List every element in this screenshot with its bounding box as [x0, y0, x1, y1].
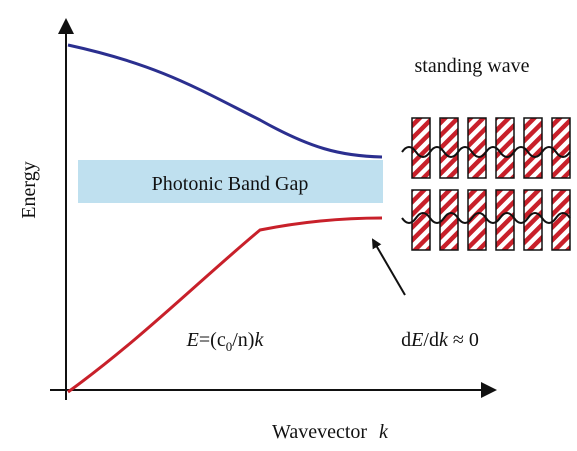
y-axis-label: Energy [18, 161, 40, 218]
slope-label: dE/dk ≈ 0 [401, 329, 479, 351]
text: E [410, 329, 423, 351]
text: k [379, 421, 389, 443]
wave [401, 212, 571, 224]
text: /n) [232, 329, 254, 351]
band-gap [78, 160, 383, 203]
lattice [411, 117, 571, 251]
text: k [254, 329, 264, 351]
text: d [401, 329, 411, 351]
text: =(c [199, 329, 226, 351]
text: E [186, 329, 199, 351]
lower-band [67, 216, 383, 394]
text: 0 [226, 339, 233, 354]
x-axis-label: Wavevector k [272, 421, 389, 443]
dispersion-label: E=(c0/n)k [186, 329, 265, 354]
text: /d [423, 329, 439, 351]
standing-wave-label: standing wave [415, 55, 530, 77]
band-gap-label: Photonic Band Gap [152, 173, 309, 195]
text: Wavevector [272, 421, 367, 443]
upper-band [67, 43, 383, 159]
text: ≈ 0 [448, 329, 479, 351]
arrow [371, 238, 406, 296]
wave [401, 146, 571, 158]
text: k [439, 329, 449, 351]
